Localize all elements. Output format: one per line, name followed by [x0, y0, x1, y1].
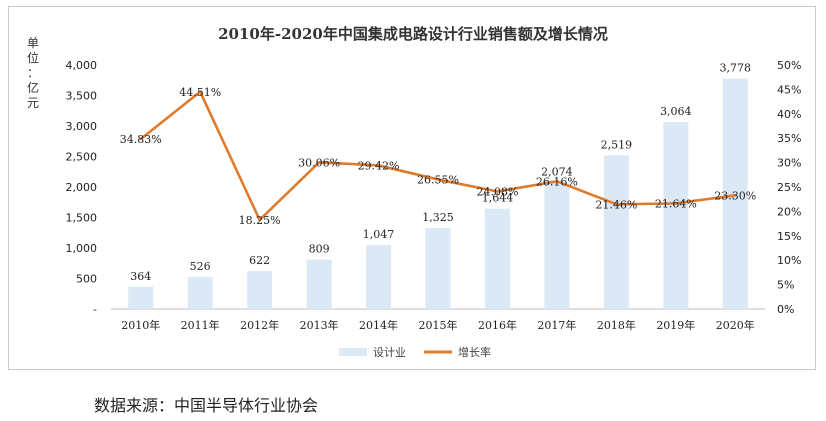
y-left-tick-label: - [93, 303, 97, 316]
bar-data-label: 1,325 [422, 211, 454, 224]
bar-data-label: 1,047 [363, 228, 395, 241]
x-tick-label: 2011年 [181, 318, 220, 332]
y-left-tick-label: 3,000 [66, 120, 98, 133]
line-point [377, 164, 380, 167]
bar [128, 286, 154, 309]
x-tick-label: 2018年 [597, 318, 636, 332]
y-left-tick-label: 3,500 [66, 90, 98, 103]
bar [425, 228, 451, 309]
y-left-tick-label: 2,000 [66, 181, 98, 194]
x-tick-label: 2015年 [419, 318, 458, 332]
y-unit-char: 亿 [27, 80, 39, 95]
line-data-label: 21.46% [595, 198, 637, 211]
y-right-tick-label: 25% [777, 181, 801, 194]
chart-title: 2010年-2020年中国集成电路设计行业销售额及增长情况 [218, 25, 608, 43]
bar-data-label: 364 [130, 270, 151, 283]
line-point [436, 178, 440, 181]
line-data-label: 24.08% [476, 185, 518, 198]
x-tick-label: 2020年 [716, 318, 755, 332]
axes: - 500 1,000 1,500 2,000 2,500 3,000 3,500 4,000 0… [66, 59, 802, 332]
bar [484, 208, 510, 309]
legend-line-label: 增长率 [458, 345, 491, 359]
x-tick-label: 2012年 [240, 318, 279, 332]
line-point [734, 194, 737, 197]
line-point [317, 161, 321, 164]
y-left-tick-label: 500 [76, 273, 97, 286]
growth-line [139, 90, 736, 222]
line-point [258, 218, 261, 222]
bar [663, 122, 689, 309]
line-point [555, 180, 559, 183]
line-data-label: 26.55% [417, 173, 459, 186]
line-data-label: 18.25% [239, 214, 281, 227]
y-right-tick-label: 30% [777, 157, 801, 170]
y-unit-char: 单 [27, 36, 39, 50]
bar-data-label: 1,644 [482, 192, 514, 205]
bar [603, 155, 629, 309]
legend-bar-swatch [339, 348, 367, 356]
y-right-tick-label: 10% [777, 254, 801, 267]
line-point [198, 90, 202, 93]
y-right-tick-label: 45% [777, 83, 801, 96]
y-unit-char: 位 [27, 50, 39, 65]
line-point [615, 203, 618, 206]
bar [722, 78, 748, 310]
line-point [139, 137, 142, 141]
line-data-label: 30.06% [298, 156, 340, 169]
bar-data-label: 622 [249, 254, 270, 267]
bar [544, 182, 570, 309]
y-right-tick-label: 5% [777, 279, 794, 292]
x-tick-label: 2010年 [121, 318, 160, 332]
x-tick-label: 2013年 [300, 318, 339, 332]
y-unit-char: 元 [27, 96, 39, 110]
y-left-tick-label: 2,500 [66, 151, 98, 164]
bar [306, 259, 332, 309]
y-unit-label: 单位：亿元 [27, 36, 39, 110]
bar-data-label: 2,519 [601, 138, 633, 151]
line-data-label: 23.30% [714, 189, 756, 202]
line-data-label: 21.64% [655, 197, 697, 210]
bar [247, 271, 273, 309]
x-tick-label: 2019年 [656, 318, 695, 332]
y-right-tick-label: 50% [777, 59, 801, 72]
y-unit-char: ： [27, 66, 39, 80]
x-tick-label: 2016年 [478, 318, 517, 332]
bar [366, 245, 392, 309]
bar-data-label: 809 [309, 243, 330, 256]
chart: 2010年-2020年中国集成电路设计行业销售额及增长情况 单位：亿元 - 500… [27, 25, 802, 359]
y-right-tick-label: 40% [777, 108, 801, 121]
x-tick-label: 2014年 [359, 318, 398, 332]
y-left-tick-label: 1,500 [66, 212, 98, 225]
bar-data-label: 526 [190, 260, 211, 273]
legend: 设计业 增长率 [339, 345, 491, 359]
bar-data-label: 3,064 [660, 105, 692, 118]
y-right-tick-label: 20% [777, 205, 801, 218]
bar-data-label: 2,074 [541, 165, 573, 178]
chart-frame: 2010年-2020年中国集成电路设计行业销售额及增长情况 单位：亿元 - 500… [8, 6, 816, 370]
bar-series [128, 78, 748, 310]
line-point [496, 190, 499, 193]
y-right-tick-label: 15% [777, 230, 801, 243]
y-left-tick-label: 4,000 [66, 59, 98, 72]
line-data-label: 44.51% [179, 86, 221, 99]
line-series [139, 90, 737, 222]
x-tick-label: 2017年 [537, 318, 576, 332]
y-right-tick-label: 0% [777, 303, 794, 316]
source-note: 数据来源：中国半导体行业协会 [94, 396, 319, 415]
line-data-label: 34.83% [120, 133, 162, 146]
y-left-tick-label: 1,000 [66, 242, 98, 255]
line-data-label: 29.42% [358, 159, 400, 172]
bar-data-label: 3,778 [720, 62, 752, 75]
line-data-label: 26.16% [536, 175, 578, 188]
data-labels: 364 526 622 809 1,047 1,325 1,644 2,074 2,519 3,0… [120, 62, 756, 283]
legend-bar-label: 设计业 [373, 346, 406, 359]
line-point [674, 202, 678, 205]
y-right-tick-label: 35% [777, 132, 801, 145]
bar [187, 276, 213, 309]
